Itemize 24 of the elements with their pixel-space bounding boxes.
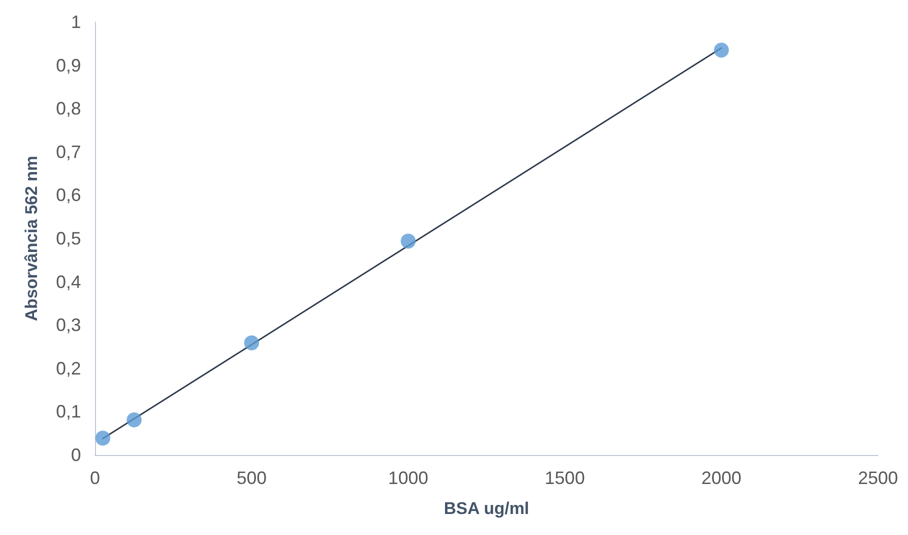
x-axis-title: BSA ug/ml [444,499,530,518]
x-tick-label: 500 [236,468,267,488]
point [126,412,142,428]
y-tick-label: 0,5 [56,228,81,248]
point [244,335,260,350]
x-tick-label: 1500 [544,468,585,488]
y-tick-label: 0,3 [56,315,81,336]
y-tick-label: 0,7 [56,142,81,162]
y-tick-label: 0,9 [56,55,81,76]
y-tick-label: 0,2 [56,358,81,378]
x-tick-label: 0 [90,468,100,488]
y-axis-title: Absorvância 562 nm [22,156,41,322]
x-tick-label: 2000 [701,468,742,488]
point [95,430,110,446]
y-tick-label: 0,6 [56,185,81,206]
y-tick-label: 0 [70,445,81,465]
y-tick-label: 1 [70,12,81,32]
point [714,42,729,58]
x-tick-label: 2500 [858,468,898,488]
y-tick-label: 0,1 [56,402,81,422]
y-tick-label: 0,4 [56,272,81,292]
y-tick-label: 0,8 [56,98,81,119]
point [400,234,416,249]
x-tick-label: 1000 [388,468,428,488]
